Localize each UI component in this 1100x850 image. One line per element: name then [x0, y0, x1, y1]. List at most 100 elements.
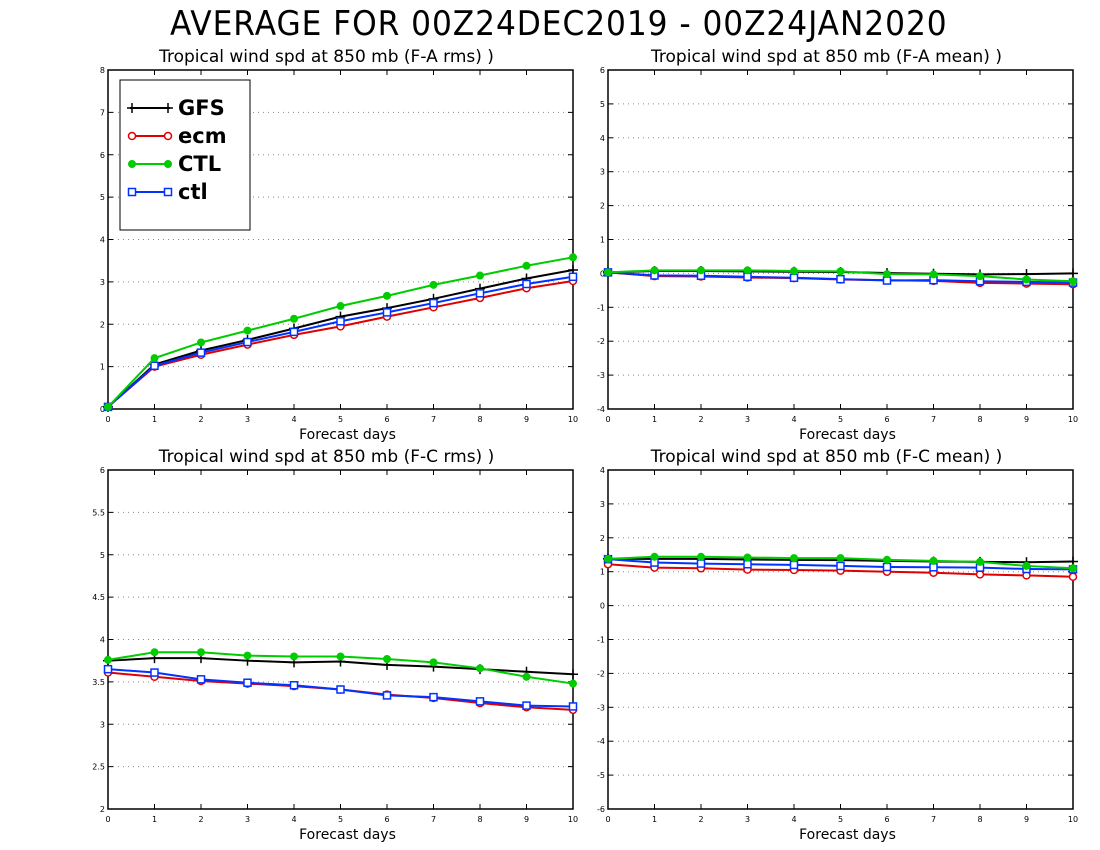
- x-tick-label: 6: [884, 815, 889, 824]
- x-tick-label: 8: [477, 415, 482, 424]
- legend-item-ctl: ctl: [127, 180, 208, 204]
- series-line-GFS: [107, 269, 574, 408]
- x-tick-label: 9: [1024, 415, 1029, 424]
- x-tick-label: 1: [652, 415, 657, 424]
- data-point-ctl: [836, 274, 845, 284]
- data-point-ctl: [882, 562, 892, 572]
- data-point-ctl: [150, 361, 159, 371]
- x-tick-label: 7: [931, 415, 936, 424]
- y-tick-label: 3.5: [92, 678, 105, 687]
- y-tick-label: -2: [597, 669, 605, 678]
- legend-label: ecm: [178, 124, 227, 148]
- y-tick-label: -3: [597, 703, 605, 712]
- data-point-CTL: [604, 554, 612, 563]
- y-tick-label: 4: [600, 466, 605, 475]
- series-line-ecm: [107, 280, 574, 408]
- data-point-CTL: [650, 552, 659, 561]
- data-point-CTL: [836, 554, 845, 563]
- data-point-ctl: [789, 273, 799, 283]
- data-point-ctl: [103, 664, 113, 674]
- data-point-CTL: [883, 270, 891, 279]
- y-tick-label: -4: [597, 405, 605, 414]
- data-point-ctl: [789, 560, 799, 570]
- y-tick-label: 1: [600, 568, 605, 577]
- chart-title: Tropical wind spd at 850 mb (F-A mean) ): [650, 47, 1002, 67]
- data-point-CTL: [883, 555, 891, 564]
- x-tick-label: 2: [198, 815, 203, 824]
- data-point-CTL: [976, 557, 984, 566]
- y-tick-label: 5.5: [92, 508, 105, 517]
- data-point-CTL: [476, 664, 484, 673]
- legend-item-GFS: GFS: [127, 96, 225, 120]
- y-tick-label: -1: [597, 636, 605, 645]
- data-point-ctl: [568, 272, 578, 282]
- data-point-CTL: [929, 270, 938, 279]
- chart-panel-4: Tropical wind spd at 850 mb (F-C mean) )…: [597, 447, 1078, 843]
- data-point-ctl: [289, 681, 299, 690]
- chart-title: Tropical wind spd at 850 mb (F-A rms) ): [158, 47, 494, 67]
- x-axis-label: Forecast days: [299, 827, 396, 843]
- data-point-ctl: [196, 675, 206, 684]
- data-point-CTL: [1022, 275, 1031, 284]
- x-tick-label: 10: [1068, 815, 1078, 824]
- data-point-CTL: [743, 553, 752, 562]
- x-tick-label: 3: [745, 815, 750, 824]
- data-point-ctl: [336, 317, 345, 326]
- y-tick-label: -4: [597, 737, 605, 746]
- series-ctl: [103, 272, 578, 412]
- data-point-CTL: [522, 261, 531, 270]
- x-tick-label: 0: [105, 415, 110, 424]
- series-CTL: [604, 266, 1077, 286]
- data-point-CTL: [243, 651, 252, 660]
- chart-panel-3: Tropical wind spd at 850 mb (F-C rms) ) 2…: [92, 447, 578, 843]
- chart-title: Tropical wind spd at 850 mb (F-C mean) ): [650, 447, 1003, 467]
- data-point-CTL: [604, 268, 612, 277]
- y-tick-label: 6: [600, 66, 605, 75]
- data-point-CTL: [650, 266, 659, 275]
- series-CTL: [104, 648, 577, 688]
- x-tick-label: 5: [838, 415, 843, 424]
- x-tick-label: 1: [152, 815, 157, 824]
- y-tick-label: 5: [100, 551, 105, 560]
- data-point-CTL: [197, 338, 205, 347]
- x-tick-label: 3: [245, 415, 250, 424]
- data-point-CTL: [697, 266, 705, 275]
- data-point-ecm: [1068, 572, 1078, 582]
- y-tick-label: 2.5: [92, 763, 105, 772]
- x-tick-label: 2: [698, 415, 703, 424]
- y-tick-label: 4: [100, 236, 105, 245]
- y-tick-label: 3: [100, 278, 105, 287]
- chart-panel-2: Tropical wind spd at 850 mb (F-A mean) )…: [597, 47, 1078, 443]
- data-point-CTL: [150, 648, 159, 657]
- y-tick-label: 1: [600, 236, 605, 245]
- legend-marker: [164, 160, 172, 168]
- y-tick-label: -1: [597, 303, 605, 312]
- data-point-ctl: [382, 691, 392, 700]
- x-tick-label: 9: [524, 815, 529, 824]
- data-point-CTL: [1069, 277, 1077, 286]
- figure-title: AVERAGE FOR 00Z24DEC2019 - 00Z24JAN2020: [169, 4, 948, 44]
- y-tick-label: 2: [600, 202, 605, 211]
- x-tick-label: 9: [1024, 815, 1029, 824]
- data-point-CTL: [429, 658, 438, 667]
- y-tick-label: 0: [100, 405, 105, 414]
- data-point-ctl: [196, 348, 206, 357]
- data-point-ctl: [568, 702, 578, 711]
- legend: GFS ecm CTL ctl: [119, 79, 251, 231]
- data-point-ctl: [475, 289, 485, 298]
- data-point-CTL: [976, 272, 984, 281]
- legend-label: ctl: [178, 180, 208, 204]
- data-point-ctl: [243, 337, 252, 347]
- x-tick-label: 7: [931, 815, 936, 824]
- data-point-ctl: [522, 701, 531, 710]
- x-tick-label: 1: [652, 815, 657, 824]
- data-point-ctl: [243, 678, 252, 687]
- data-point-CTL: [522, 672, 531, 681]
- legend-item-ecm: ecm: [127, 124, 227, 148]
- x-tick-label: 4: [791, 815, 796, 824]
- y-tick-label: -5: [597, 771, 605, 780]
- data-point-CTL: [383, 654, 391, 663]
- y-tick-label: 8: [100, 66, 105, 75]
- x-tick-label: 8: [977, 415, 982, 424]
- legend-marker: [127, 187, 137, 197]
